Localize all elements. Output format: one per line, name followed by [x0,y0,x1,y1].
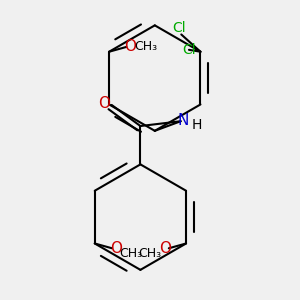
Text: CH₃: CH₃ [134,40,157,53]
Text: O: O [159,241,171,256]
Text: Cl: Cl [182,43,196,57]
Text: CH₃: CH₃ [120,247,143,260]
Text: CH₃: CH₃ [138,247,161,260]
Text: O: O [110,241,122,256]
Text: H: H [192,118,202,132]
Text: O: O [124,39,136,54]
Text: N: N [178,113,189,128]
Text: Cl: Cl [172,21,186,35]
Text: O: O [98,97,110,112]
